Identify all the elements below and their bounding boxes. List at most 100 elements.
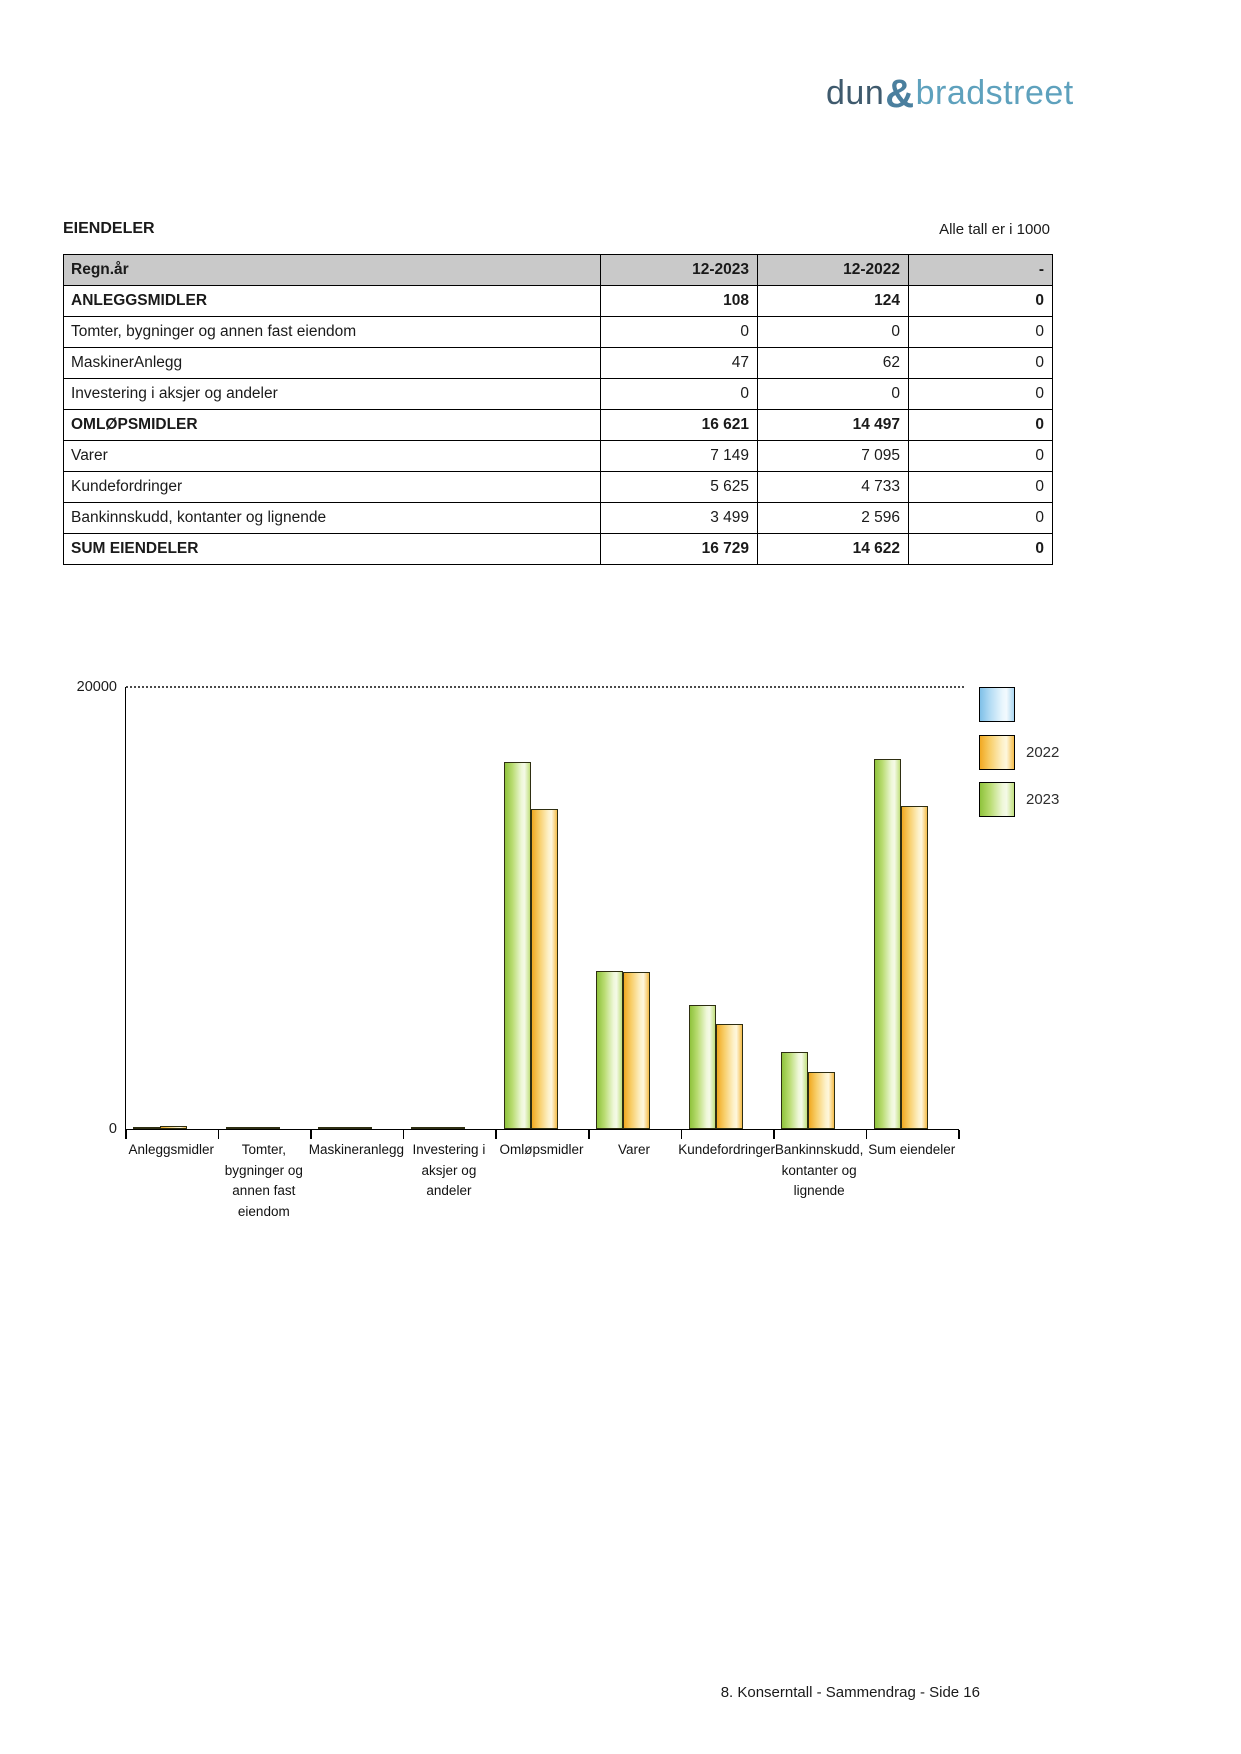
bar-2022 (530, 809, 558, 1129)
bar-2023 (225, 1127, 253, 1129)
x-category-label-line: Maskineranlegg (308, 1142, 405, 1157)
x-category-label-line: Bankinnskudd, (774, 1142, 864, 1157)
column-header: Regn.år (63, 254, 601, 286)
y-axis-label: 20000 (76, 679, 117, 695)
x-axis-tick (773, 1130, 775, 1139)
bar-2022 (715, 1024, 743, 1129)
row-value: 0 (908, 533, 1053, 565)
row-label: Varer (63, 440, 601, 472)
row-value: 0 (908, 285, 1053, 317)
bar-2022 (623, 972, 651, 1129)
x-category-label: Bankinnskudd, kontanter og lignende (749, 1140, 889, 1202)
bar-2022 (252, 1127, 280, 1129)
x-category-label: Sum eiendeler (842, 1140, 982, 1161)
x-category-label-line: Sum eiendeler (868, 1142, 956, 1157)
x-category-label-line: annen fast (232, 1183, 296, 1198)
y-axis-label: 0 (108, 1121, 117, 1137)
table-row: MaskinerAnlegg 47 62 0 (63, 347, 1053, 379)
table-row: SUM EIENDELER 16 729 14 622 0 (63, 533, 1053, 565)
top-gridline (126, 686, 964, 688)
row-value: 14 622 (757, 533, 909, 565)
bar-2023 (873, 759, 901, 1129)
dun-and-bradstreet-logo: dun&bradstreet (826, 72, 1074, 117)
x-axis-tick (958, 1130, 960, 1139)
column-header: 12-2022 (757, 254, 909, 286)
units-note: Alle tall er i 1000 (939, 221, 1050, 238)
row-value: 47 (600, 347, 758, 379)
row-value: 0 (757, 316, 909, 348)
table-header-row: Regn.år 12-2023 12-2022- (63, 254, 1053, 286)
row-label: Kundefordringer (63, 471, 601, 503)
table-row: ANLEGGSMIDLER 108 124 0 (63, 285, 1053, 317)
legend-label-2022: 2022 (1026, 744, 1060, 761)
bar-2022 (900, 806, 928, 1129)
x-axis-tick (125, 1130, 127, 1139)
x-category-label-line: aksjer og (421, 1162, 477, 1178)
row-value: 108 (600, 285, 758, 317)
x-category-label-line: kontanter og (781, 1162, 857, 1178)
legend-swatch-2023 (979, 782, 1015, 817)
table-row: Bankinnskudd, kontanter og lignende 3 499… (63, 502, 1053, 534)
table-header: Regn.år 12-2023 12-2022- (63, 254, 1053, 286)
x-category-label: Omløpsmidler (472, 1140, 612, 1161)
x-axis-tick (495, 1130, 497, 1139)
bar-2023 (318, 1127, 346, 1129)
x-axis-tick (865, 1130, 868, 1139)
bar-2022 (437, 1127, 465, 1129)
legend-swatch-blue (979, 687, 1015, 722)
column-header: 12-2023 (600, 254, 758, 286)
row-label: Tomter, bygninger og annen fast eiendom (63, 316, 601, 348)
bar-2022 (160, 1126, 188, 1129)
page-footer: 8. Konserntall - Sammendrag - Side 16 (720, 1684, 980, 1701)
column-header: - (908, 254, 1053, 286)
bar-2023 (596, 971, 624, 1129)
row-value: 2 596 (757, 502, 909, 534)
title-row: EIENDELER Alle tall er i 1000 (63, 220, 1052, 244)
row-value: 5 625 (600, 471, 758, 503)
table-row: Investering i aksjer og andeler 0 0 0 (63, 378, 1053, 410)
row-label: SUM EIENDELER (63, 533, 601, 565)
row-value: 7 095 (757, 440, 909, 472)
bar-2023 (133, 1127, 161, 1129)
x-axis-tick (310, 1130, 312, 1139)
table-row: Kundefordringer 5 625 4 733 0 (63, 471, 1053, 503)
table-row: OMLØPSMIDLER 16 621 14 497 0 (63, 409, 1053, 441)
table-row: Tomter, bygninger og annen fast eiendom 0… (63, 316, 1053, 348)
table-row: Varer 7 149 7 095 0 (63, 440, 1053, 472)
x-category-label-line: lignende (793, 1183, 845, 1198)
x-axis-tick (217, 1130, 220, 1139)
row-label: Bankinnskudd, kontanter og lignende (63, 502, 601, 534)
bar-2022 (345, 1127, 373, 1129)
row-value: 124 (757, 285, 909, 317)
x-category-label: Investering i aksjer og andeler (379, 1140, 519, 1202)
x-category-label-line: Varer (618, 1142, 651, 1157)
row-value: 14 497 (757, 409, 909, 441)
x-category-label-line: Omløpsmidler (499, 1142, 584, 1157)
x-category-label: Varer (564, 1140, 704, 1161)
x-category-label-line: Investering i (412, 1142, 486, 1157)
row-value: 0 (908, 502, 1053, 534)
row-label: MaskinerAnlegg (63, 347, 601, 379)
x-category-label-line: eiendom (237, 1203, 290, 1219)
x-category-label: Anleggsmidler (101, 1140, 241, 1161)
row-value: 0 (600, 378, 758, 410)
bar-2023 (781, 1052, 809, 1129)
legend-label-2023: 2023 (1026, 791, 1060, 808)
row-value: 0 (908, 378, 1053, 410)
x-category-label: Tomter, bygninger og annen fast eiendom (194, 1140, 334, 1222)
page-title: EIENDELER (63, 220, 155, 237)
row-label: Investering i aksjer og andeler (63, 378, 601, 410)
x-axis-tick (588, 1130, 590, 1139)
bar-2023 (503, 762, 531, 1129)
row-value: 0 (908, 316, 1053, 348)
x-category-label: Kundefordringer (657, 1140, 797, 1161)
row-value: 3 499 (600, 502, 758, 534)
row-value: 0 (908, 471, 1053, 503)
bar-2023 (410, 1127, 438, 1129)
logo-ampersand-icon: & (885, 72, 915, 116)
row-value: 7 149 (600, 440, 758, 472)
x-category-label-line: Kundefordringer (678, 1142, 776, 1157)
bar-2023 (688, 1005, 716, 1129)
row-label: ANLEGGSMIDLER (63, 285, 601, 317)
